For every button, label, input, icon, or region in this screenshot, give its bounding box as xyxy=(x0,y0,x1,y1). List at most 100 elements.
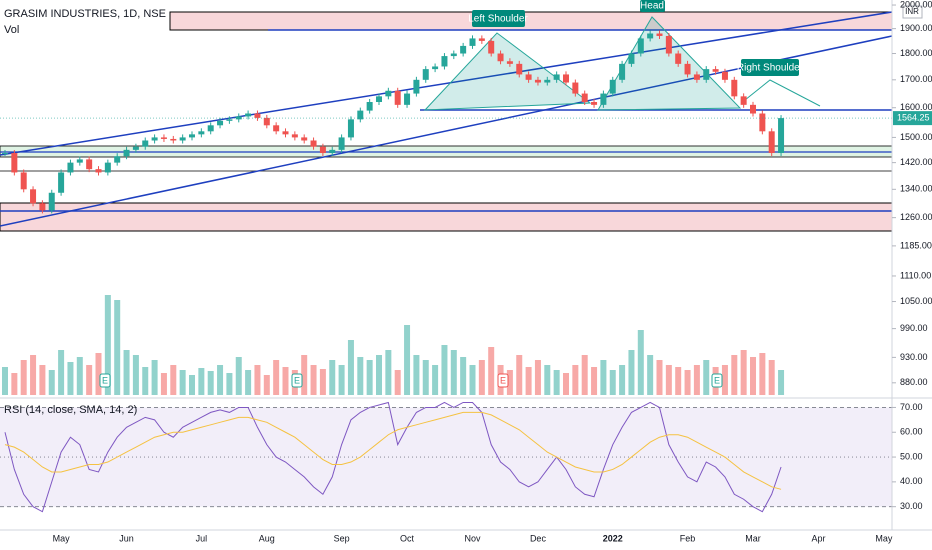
candle xyxy=(721,71,728,80)
price-label: 1564.25 xyxy=(897,112,930,122)
volume-bar xyxy=(67,362,74,395)
candle xyxy=(95,169,102,173)
candle xyxy=(347,119,354,138)
volume-bar xyxy=(591,367,598,395)
candle xyxy=(581,93,588,102)
candle xyxy=(263,117,270,126)
volume-bar xyxy=(2,367,8,395)
candle xyxy=(712,69,719,72)
candle xyxy=(628,53,635,64)
volume-bar xyxy=(432,365,439,395)
volume-bar xyxy=(254,365,261,395)
volume-bar xyxy=(525,367,532,395)
volume-bar xyxy=(619,365,626,395)
volume-bar xyxy=(170,365,177,395)
candle xyxy=(235,116,242,120)
candle xyxy=(366,101,373,111)
volume-bar xyxy=(665,365,672,395)
x-tick-label: Jun xyxy=(119,533,134,543)
price-label-box xyxy=(893,111,932,126)
annotation: Head xyxy=(640,1,664,12)
volume-bar xyxy=(563,373,569,395)
candle xyxy=(142,140,149,147)
candle xyxy=(422,69,429,80)
y-tick-label: 1900.00 xyxy=(900,23,932,33)
candle xyxy=(11,153,18,173)
volume-bar xyxy=(516,355,523,395)
volume-bar xyxy=(347,340,354,395)
volume-bar xyxy=(76,357,83,395)
candle xyxy=(534,79,541,83)
candle xyxy=(768,131,775,154)
y-tick-label: 1500.00 xyxy=(900,132,932,142)
y-tick-label: 1700.00 xyxy=(900,74,932,84)
resistance-zone xyxy=(169,11,893,31)
x-tick-label: Nov xyxy=(464,533,481,543)
candle xyxy=(469,38,476,46)
volume-bar xyxy=(703,360,710,395)
candle xyxy=(226,119,233,121)
y-tick-label: 1600.00 xyxy=(900,102,932,112)
candle xyxy=(656,33,663,36)
candle xyxy=(488,40,495,54)
volume-bar xyxy=(506,370,513,395)
earnings-flags: E E E E xyxy=(99,373,723,388)
y-tick-label: 990.00 xyxy=(900,323,928,333)
volume-bar xyxy=(198,368,205,395)
candle xyxy=(30,189,37,204)
left-shoulder-pattern xyxy=(423,32,592,111)
candle xyxy=(441,56,448,67)
y-tick-label: 60.00 xyxy=(900,427,923,437)
candle xyxy=(207,125,214,132)
volume-bar xyxy=(95,353,102,395)
x-tick-label: Mar xyxy=(745,533,761,543)
x-tick-label: May xyxy=(53,533,71,543)
candle xyxy=(291,134,298,138)
candle xyxy=(684,63,691,75)
candle xyxy=(394,90,401,105)
volume-bar xyxy=(20,360,27,395)
volume-bar xyxy=(123,350,130,395)
candle xyxy=(516,63,523,75)
volume-bar xyxy=(469,365,476,395)
volume-bar xyxy=(413,355,420,395)
y-tick-label: 1110.00 xyxy=(900,270,931,280)
volume-bar xyxy=(301,355,308,395)
y-tick-label: 1800.00 xyxy=(900,48,932,58)
candle xyxy=(254,113,261,118)
volume-title: Vol xyxy=(4,24,19,36)
x-tick-label: 2022 xyxy=(603,533,623,543)
x-tick-label: Jul xyxy=(196,533,208,543)
volume-bar xyxy=(478,360,485,395)
annotation: Right Shoulder xyxy=(737,63,804,74)
volume-bar xyxy=(273,360,280,395)
candle xyxy=(310,140,317,147)
volume-bar xyxy=(114,300,121,395)
candle xyxy=(385,90,392,97)
candle xyxy=(693,74,700,80)
right-shoulder-pattern xyxy=(744,79,821,107)
candle xyxy=(563,74,569,83)
y-tick-label: 1340.00 xyxy=(900,184,932,194)
head-pattern xyxy=(597,16,742,111)
volume-bar xyxy=(48,370,55,395)
candle xyxy=(553,74,560,80)
volume-bar xyxy=(217,365,224,395)
candle xyxy=(759,113,766,132)
rsi-line xyxy=(4,401,782,513)
candle xyxy=(58,172,65,193)
currency-box xyxy=(902,5,923,19)
candle xyxy=(778,118,785,154)
y-tick-label: 1050.00 xyxy=(900,296,932,306)
y-tick-label: 2000.00 xyxy=(900,0,932,9)
y-tick-label: 1185.00 xyxy=(900,240,932,250)
volume-bar xyxy=(338,365,345,395)
volume-bar xyxy=(58,350,65,395)
earnings-label: E xyxy=(714,375,720,385)
x-tick-label: Aug xyxy=(259,533,275,543)
candle xyxy=(48,192,55,211)
x-tick-label: Dec xyxy=(530,533,547,543)
candle xyxy=(703,69,710,80)
candle xyxy=(301,137,308,141)
volume-bar xyxy=(534,360,541,395)
